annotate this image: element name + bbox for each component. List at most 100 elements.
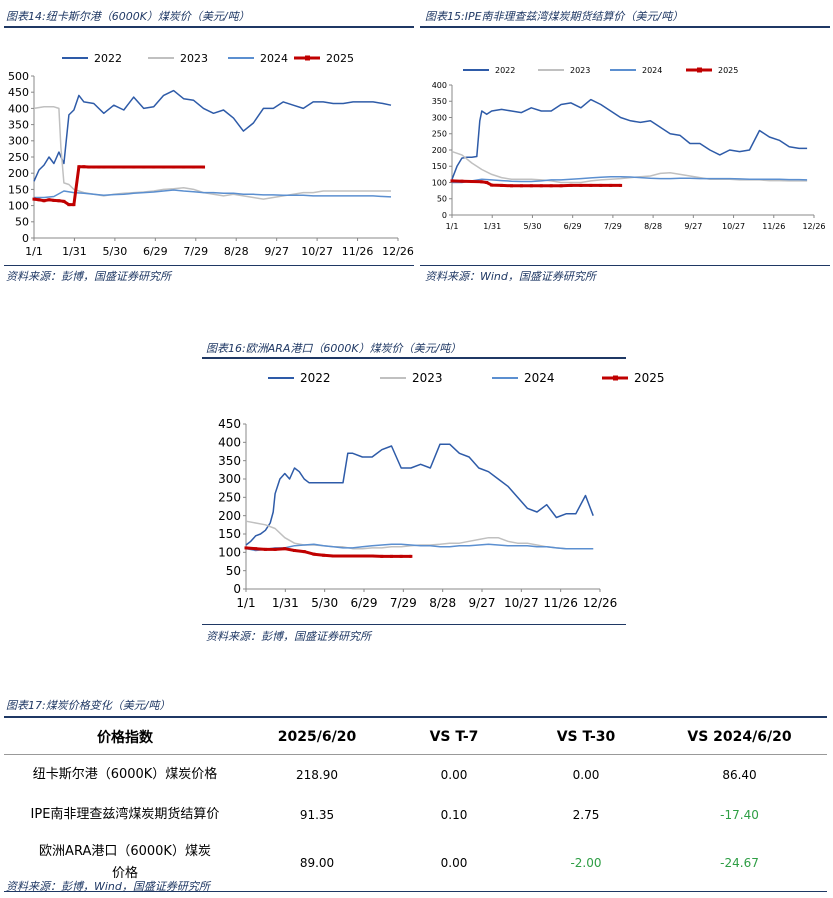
chart-richards-bay: 0 50 100 150 200 250 300 350 400 1/1 1/31 5/30 6/29 7… [432,66,826,231]
series-point-2025 [409,554,413,558]
series-line-2023 [451,150,808,184]
row-yoy: -24.67 [652,835,827,892]
x-tick-label: 10/27 [301,245,333,258]
y-tick-label: 450 [8,86,29,99]
fig16-caption: 图表16:欧洲ARA港口（6000K）煤炭价（美元/吨） [206,342,462,355]
fig14-caption-rule [4,26,414,28]
fig15-source-rule [420,265,830,266]
series-point-2025 [82,165,86,169]
row-yoy: -17.40 [720,808,759,822]
series-line-2023 [245,520,594,550]
series-point-2025 [519,184,523,188]
y-tick-label: 100 [8,199,29,212]
y-tick-label: 50 [15,216,29,229]
series-point-2025 [460,179,464,183]
fig14-source: 资料来源：彭博，国盛证券研究所 [6,270,171,283]
series-point-2025 [112,165,116,169]
series-point-2025 [609,183,613,187]
series-point-2025 [72,203,76,207]
series-point-2025 [331,554,335,558]
series-point-2025 [87,165,91,169]
series-point-2025 [92,165,96,169]
x-tick-label: 1/1 [236,596,255,610]
series-point-2025 [292,549,296,552]
series-point-2025 [529,184,533,188]
series-point-2025 [312,552,316,556]
x-tick-label: 12/26 [583,596,618,610]
header-index: 价格指数 [4,720,246,755]
y-tick-label: 350 [8,118,29,131]
y-tick-label: 350 [432,97,447,106]
row-t30: 0.00 [572,768,600,782]
series-point-2025 [283,547,287,551]
legend-label-2025: 2025 [718,66,738,75]
x-tick-label: 5/30 [103,245,128,258]
series-point-2025 [254,547,258,551]
row-value: 218.90 [296,768,338,782]
table-row: 纽卡斯尔港（6000K）煤炭价格 218.90 0.00 0.00 86.40 [4,755,827,796]
x-tick-label: 1/1 [446,222,459,231]
series-point-2025 [77,165,81,169]
series-line-2024 [34,189,392,199]
x-tick-label: 5/30 [311,596,338,610]
y-tick-label: 250 [8,151,29,164]
legend-label-2024: 2024 [642,66,662,75]
row-t30: -2.00 [520,835,652,892]
y-tick-label: 0 [442,211,447,220]
fig14-caption: 图表14:纽卡斯尔港（6000K）煤炭价（美元/吨） [6,10,250,23]
row-yoy: 86.40 [722,768,757,782]
table-row: 欧洲ARA港口（6000K）煤炭价格 89.00 0.00 -2.00 -24.… [4,835,827,892]
series-point-2025 [192,165,196,169]
legend-label-2022: 2022 [300,371,331,385]
series-line-2023 [33,106,391,200]
series-point-2025 [202,165,206,169]
series-point-2025 [500,183,504,187]
series-point-2025 [399,554,403,558]
x-tick-label: 9/27 [264,245,289,258]
series-point-2025 [569,183,573,187]
x-tick-label: 12/26 [382,245,414,258]
row-value: 89.00 [246,835,388,892]
x-tick-label: 8/28 [644,222,662,231]
x-tick-label: 1/31 [483,222,501,231]
series-point-2025 [450,179,454,183]
legend-label-2022: 2022 [495,66,515,75]
series-point-2025 [549,184,553,188]
series-point-2025 [485,181,489,184]
series-point-2025 [97,165,101,169]
series-line-2024 [452,175,808,184]
x-tick-label: 6/29 [143,245,168,258]
y-tick-label: 350 [218,454,241,468]
fig14-source-rule [4,265,414,266]
series-point-2025 [619,183,623,187]
series-point-2025 [102,165,106,169]
series-point-2025 [539,184,543,188]
fig16-source: 资料来源：彭博，国盛证券研究所 [206,630,371,643]
x-tick-label: 1/31 [272,596,299,610]
y-tick-label: 200 [218,509,241,523]
series-point-2025 [510,184,514,188]
y-tick-label: 0 [22,232,29,245]
y-tick-label: 500 [8,70,29,83]
series-line-2025 [245,546,411,558]
fig15-caption-rule [420,26,830,28]
y-tick-label: 450 [218,417,241,431]
x-tick-label: 12/26 [802,222,825,231]
legend-label-2024: 2024 [524,371,555,385]
series-point-2025 [37,198,41,202]
price-change-table: 价格指数 2025/6/20 VS T-7 VS T-30 VS 2024/6/… [4,720,827,892]
series-point-2025 [579,183,583,187]
x-tick-label: 10/27 [722,222,745,231]
x-tick-label: 8/28 [224,245,249,258]
y-tick-label: 250 [218,491,241,505]
series-point-2025 [470,180,474,184]
y-tick-label: 200 [8,167,29,180]
fig16-caption-rule [202,357,626,359]
x-tick-label: 9/27 [469,596,496,610]
table-header-row: 价格指数 2025/6/20 VS T-7 VS T-30 VS 2024/6/… [4,720,827,755]
fig17-caption-rule [4,716,827,718]
series-point-2025 [263,547,267,551]
y-tick-label: 300 [8,135,29,148]
y-tick-label: 400 [218,436,241,450]
y-tick-label: 150 [8,183,29,196]
